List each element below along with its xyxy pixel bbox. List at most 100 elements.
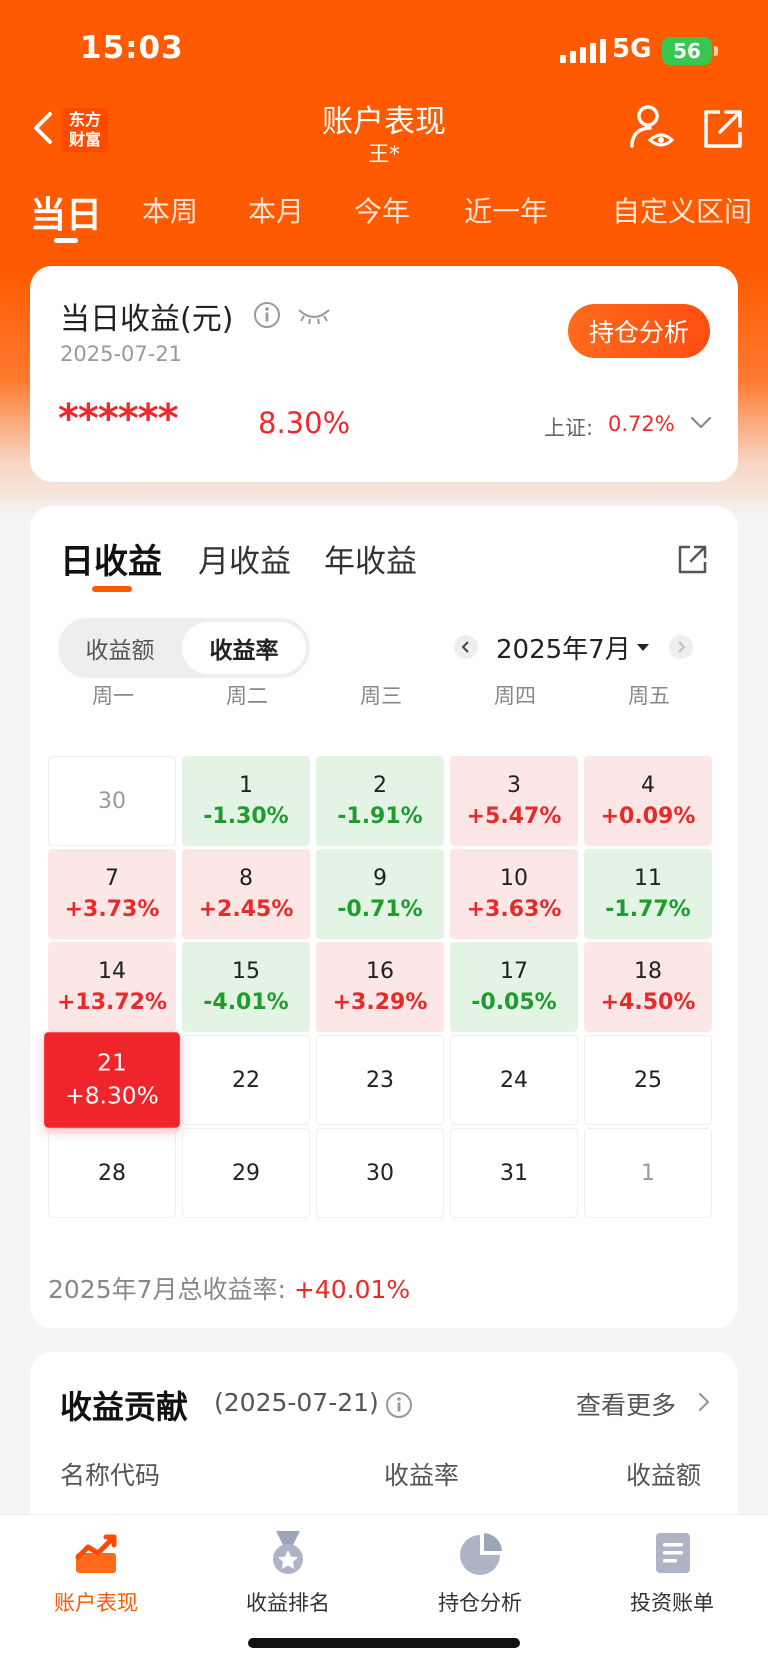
app-header: 东方财富 账户表现 王* <box>0 86 768 176</box>
status-bar: 15:03 5G 56 <box>0 0 768 100</box>
page-title: 账户表现 <box>322 104 446 140</box>
tab-this-year[interactable]: 今年 <box>354 195 411 228</box>
monthly-total-label: 2025年7月总收益率: <box>48 1275 286 1304</box>
day-number: 18 <box>634 959 662 984</box>
calendar-day-today[interactable]: 21 +8.30% <box>44 1032 180 1128</box>
chevron-right-icon[interactable] <box>696 1392 712 1412</box>
day-return-rate: +4.50% <box>600 990 696 1015</box>
day-number: 24 <box>500 1067 528 1093</box>
back-arrow-icon[interactable] <box>24 108 64 148</box>
weekday-label: 周三 <box>360 684 402 708</box>
income-calendar-card: 日收益 月收益 年收益 收益额 收益率 2025年7月 周一 周二 周三 周四 周五 3… <box>30 506 738 1328</box>
monthly-total-value: +40.01% <box>293 1275 411 1304</box>
calendar-day[interactable]: 8 +2.45% <box>182 849 310 939</box>
calendar-day[interactable]: 1 -1.30% <box>182 756 310 846</box>
logo-text: 东方财富 <box>68 110 101 149</box>
weekday-label: 周一 <box>92 684 134 708</box>
daily-summary-card: 当日收益(元) 2025-07-21 持仓分析 ****** 8.30% 上证:… <box>30 266 738 482</box>
day-return-rate: +8.30% <box>65 1083 159 1110</box>
calendar-day[interactable]: 4 +0.09% <box>584 756 712 846</box>
tab-today[interactable]: 当日 <box>30 195 103 236</box>
tab-custom-range[interactable]: 自定义区间 <box>612 195 753 228</box>
calendar-day[interactable]: 10 +3.63% <box>450 849 578 939</box>
column-return-rate: 收益率 <box>384 1461 460 1490</box>
day-number: 8 <box>239 866 253 891</box>
day-number: 2 <box>373 773 387 798</box>
day-return-rate: -1.91% <box>337 804 423 829</box>
day-return-rate: -1.77% <box>605 897 691 922</box>
day-return-rate: +5.47% <box>466 804 562 829</box>
tab-this-week[interactable]: 本周 <box>142 195 199 228</box>
calendar-day[interactable]: 1 <box>584 1128 712 1218</box>
calendar-day[interactable]: 30 <box>48 756 176 846</box>
tab-last-year[interactable]: 近一年 <box>464 195 549 228</box>
day-number: 30 <box>98 788 126 814</box>
weekday-label: 周四 <box>494 684 536 708</box>
nav-account-performance[interactable]: 账户表现 <box>0 1529 192 1617</box>
home-indicator <box>248 1638 520 1648</box>
caret-down-icon[interactable] <box>636 643 649 651</box>
calendar-day[interactable]: 24 <box>450 1035 578 1125</box>
amount-rate-toggle: 收益额 收益率 <box>58 618 310 678</box>
calendar-day[interactable]: 23 <box>316 1035 444 1125</box>
signal-icon <box>560 39 606 63</box>
day-number: 15 <box>232 959 260 984</box>
day-number: 17 <box>500 959 528 984</box>
nav-investment-bill[interactable]: 投资账单 <box>576 1529 768 1617</box>
share-icon[interactable] <box>676 542 710 576</box>
chevron-left-icon <box>461 641 469 653</box>
calendar-day[interactable]: 11 -1.77% <box>584 849 712 939</box>
holding-analysis-button[interactable]: 持仓分析 <box>568 304 710 358</box>
next-month-button[interactable] <box>668 635 693 659</box>
calendar-day[interactable]: 30 <box>316 1128 444 1218</box>
tab-yearly-income[interactable]: 年收益 <box>324 544 417 580</box>
status-time: 15:03 <box>80 30 184 66</box>
calendar-day[interactable]: 28 <box>48 1128 176 1218</box>
brand-logo: 东方财富 <box>62 108 108 152</box>
chevron-down-icon[interactable] <box>690 416 712 430</box>
tab-monthly-income[interactable]: 月收益 <box>198 544 291 580</box>
day-number: 31 <box>500 1160 528 1186</box>
calendar-day[interactable]: 2 -1.91% <box>316 756 444 846</box>
info-icon[interactable] <box>384 1390 414 1420</box>
calendar-day[interactable]: 14 +13.72% <box>48 942 176 1032</box>
nav-income-ranking[interactable]: 收益排名 <box>192 1529 384 1617</box>
chevron-right-icon <box>678 641 686 653</box>
calendar-day[interactable]: 25 <box>584 1035 712 1125</box>
hide-amount-eye-icon[interactable] <box>296 306 332 326</box>
calendar-day[interactable]: 9 -0.71% <box>316 849 444 939</box>
masked-income-amount: ****** <box>58 396 179 442</box>
monthly-total: 2025年7月总收益率: +40.01% <box>48 1270 410 1306</box>
calendar-day[interactable]: 16 +3.29% <box>316 942 444 1032</box>
calendar-day[interactable]: 29 <box>182 1128 310 1218</box>
calendar-day[interactable]: 31 <box>450 1128 578 1218</box>
day-number: 9 <box>373 866 387 891</box>
day-number: 1 <box>641 1160 655 1186</box>
calendar-day[interactable]: 3 +5.47% <box>450 756 578 846</box>
day-number: 7 <box>105 866 119 891</box>
prev-month-button[interactable] <box>454 635 478 659</box>
performance-icon <box>75 1534 117 1573</box>
calendar-day[interactable]: 7 +3.73% <box>48 849 176 939</box>
tab-this-month[interactable]: 本月 <box>248 195 305 228</box>
share-icon[interactable] <box>700 106 746 152</box>
day-return-rate: +3.29% <box>332 990 428 1015</box>
view-more-link[interactable]: 查看更多 <box>576 1391 677 1420</box>
day-return-rate: +0.09% <box>600 804 696 829</box>
nav-holding-analysis[interactable]: 持仓分析 <box>384 1529 576 1617</box>
index-label: 上证: <box>544 416 594 440</box>
calendar-day[interactable]: 17 -0.05% <box>450 942 578 1032</box>
tab-daily-income[interactable]: 日收益 <box>60 542 162 582</box>
user-privacy-icon[interactable] <box>628 102 678 152</box>
day-number: 29 <box>232 1160 260 1186</box>
month-selector[interactable]: 2025年7月 <box>496 634 631 665</box>
day-number: 3 <box>507 773 521 798</box>
toggle-income-rate[interactable]: 收益率 <box>182 622 306 674</box>
day-number: 4 <box>641 773 655 798</box>
calendar-day[interactable]: 15 -4.01% <box>182 942 310 1032</box>
calendar-day[interactable]: 18 +4.50% <box>584 942 712 1032</box>
active-tab-indicator <box>54 238 78 243</box>
calendar-day[interactable]: 22 <box>182 1035 310 1125</box>
toggle-income-amount[interactable]: 收益额 <box>85 638 155 664</box>
info-icon[interactable] <box>252 300 282 330</box>
